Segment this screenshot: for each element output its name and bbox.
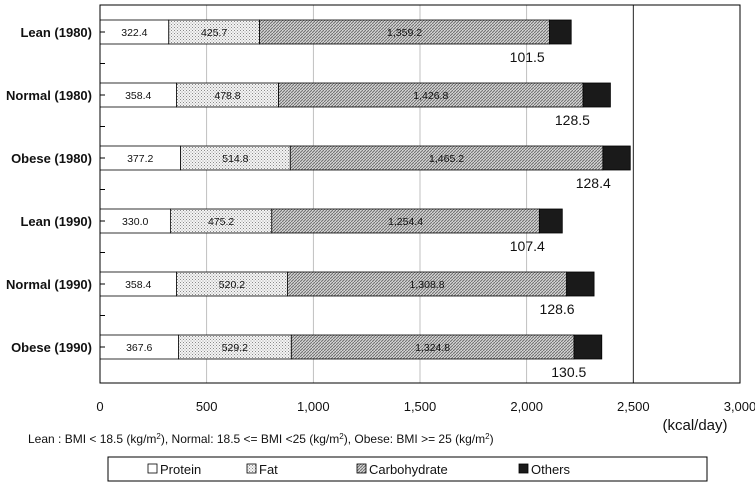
bar-others-5 bbox=[573, 334, 603, 360]
data-label-protein: 358.4 bbox=[125, 90, 151, 102]
bar-fat-1 bbox=[176, 82, 280, 108]
bar-carbohydrate-1 bbox=[278, 82, 584, 108]
data-label-carbohydrate: 1,359.2 bbox=[387, 27, 422, 39]
bar-fat-3 bbox=[169, 208, 273, 234]
x-tick-label: 3,000 bbox=[724, 399, 755, 414]
x-tick-label: 500 bbox=[196, 399, 218, 414]
legend-swatch-fat bbox=[246, 463, 257, 474]
data-label-others: 130.5 bbox=[551, 364, 586, 380]
legend-label-carbohydrate: Carbohydrate bbox=[369, 462, 448, 477]
data-label-others: 107.4 bbox=[510, 238, 545, 254]
gridlines bbox=[206, 5, 741, 383]
bar-others-3 bbox=[538, 208, 563, 234]
x-tick-label: 1,000 bbox=[297, 399, 330, 414]
data-label-fat: 514.8 bbox=[222, 153, 248, 165]
bar-others-0 bbox=[549, 19, 572, 45]
bar-protein-1 bbox=[99, 82, 177, 108]
legend-swatch-others bbox=[518, 463, 529, 474]
bars bbox=[99, 19, 631, 360]
category-label: Lean (1980) bbox=[20, 25, 92, 40]
bar-protein-4 bbox=[99, 271, 177, 297]
data-label-protein: 330.0 bbox=[122, 216, 148, 228]
bar-fat-5 bbox=[178, 334, 292, 360]
bar-carbohydrate-4 bbox=[287, 271, 568, 297]
data-label-protein: 367.6 bbox=[126, 342, 152, 354]
bar-protein-2 bbox=[99, 145, 181, 171]
legend-box bbox=[107, 456, 708, 482]
data-label-carbohydrate: 1,426.8 bbox=[413, 90, 448, 102]
data-label-fat: 529.2 bbox=[222, 342, 248, 354]
legend-swatch-protein bbox=[147, 463, 158, 474]
legend: Protein Fat Carbohydrate Others bbox=[107, 456, 708, 482]
data-label-carbohydrate: 1,308.8 bbox=[410, 279, 445, 291]
data-label-protein: 377.2 bbox=[127, 153, 153, 165]
x-tick-label: 2,500 bbox=[617, 399, 650, 414]
bar-fat-2 bbox=[180, 145, 291, 171]
data-label-protein: 358.4 bbox=[125, 279, 151, 291]
footnote: Lean : BMI < 18.5 (kg/m2), Normal: 18.5 … bbox=[28, 432, 494, 447]
bar-protein-0 bbox=[99, 19, 170, 45]
bar-others-4 bbox=[566, 271, 595, 297]
category-label: Normal (1980) bbox=[6, 88, 92, 103]
axes bbox=[99, 4, 741, 384]
legend-label-fat: Fat bbox=[259, 462, 278, 477]
data-label-others: 101.5 bbox=[510, 49, 545, 65]
data-label-protein: 322.4 bbox=[121, 27, 147, 39]
data-label-others: 128.5 bbox=[555, 112, 590, 128]
plot-frame bbox=[99, 4, 741, 384]
category-label: Obese (1990) bbox=[11, 340, 92, 355]
x-axis-unit: (kcal/day) bbox=[662, 417, 727, 434]
data-label-fat: 478.8 bbox=[214, 90, 240, 102]
labels: Lean (1980) Normal (1980) Obese (1980) Lean… bbox=[6, 25, 755, 446]
category-label: Normal (1990) bbox=[6, 277, 92, 292]
bar-others-2 bbox=[602, 145, 631, 171]
category-label: Lean (1990) bbox=[20, 214, 92, 229]
x-tick-label: 1,500 bbox=[404, 399, 437, 414]
bar-fat-4 bbox=[176, 271, 288, 297]
data-label-fat: 475.2 bbox=[208, 216, 234, 228]
data-label-carbohydrate: 1,254.4 bbox=[388, 216, 423, 228]
bar-others-1 bbox=[582, 82, 611, 108]
legend-swatch-carbohydrate bbox=[356, 463, 367, 474]
data-label-fat: 520.2 bbox=[219, 279, 245, 291]
bar-carbohydrate-2 bbox=[289, 145, 604, 171]
x-tick-label: 0 bbox=[96, 399, 103, 414]
data-label-carbohydrate: 1,324.8 bbox=[415, 342, 450, 354]
bar-carbohydrate-5 bbox=[290, 334, 575, 360]
legend-label-others: Others bbox=[531, 462, 571, 477]
x-tick-label: 2,000 bbox=[510, 399, 543, 414]
data-label-carbohydrate: 1,465.2 bbox=[429, 153, 464, 165]
data-label-fat: 425.7 bbox=[201, 27, 227, 39]
data-label-others: 128.6 bbox=[540, 301, 575, 317]
category-label: Obese (1980) bbox=[11, 151, 92, 166]
data-label-others: 128.4 bbox=[576, 175, 611, 191]
legend-label-protein: Protein bbox=[160, 462, 201, 477]
